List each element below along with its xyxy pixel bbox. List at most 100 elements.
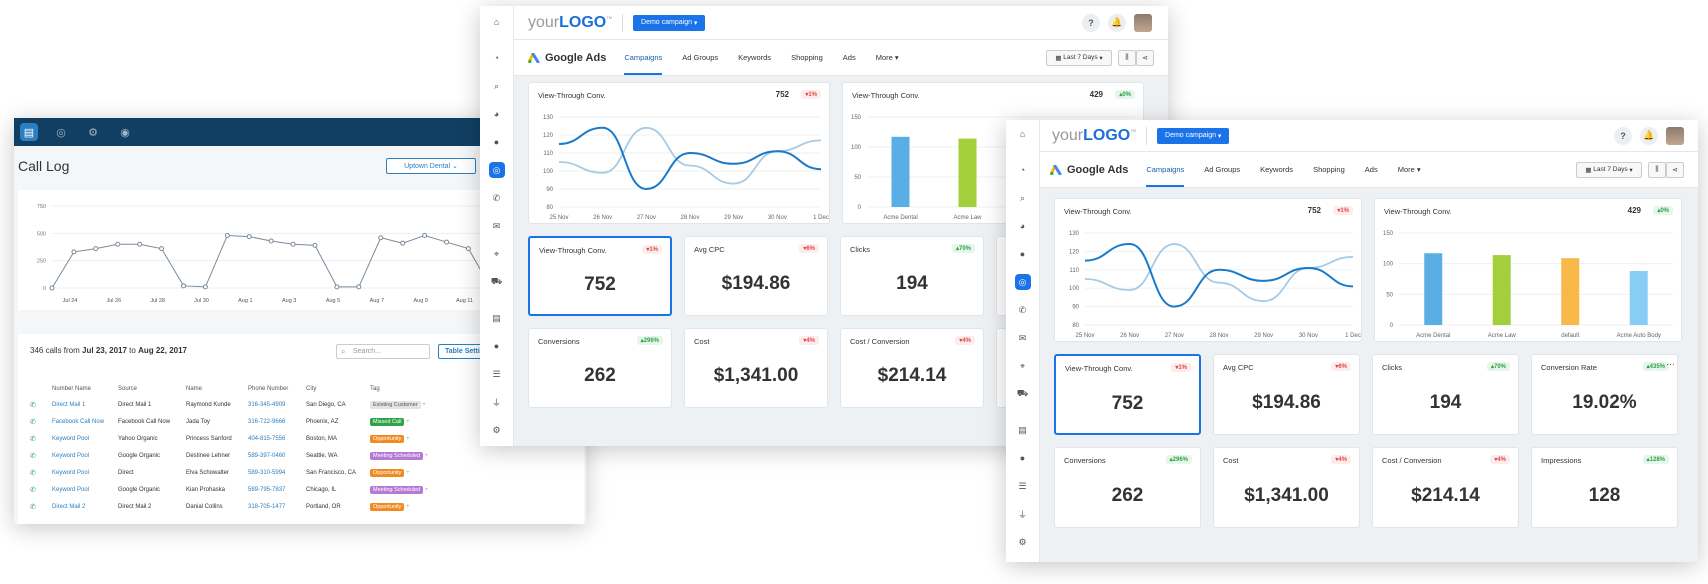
chat-icon[interactable]: ● [493,137,500,147]
pie-chart-icon[interactable]: ◕ [493,109,500,119]
google-ads-nav-icon[interactable]: ◎ [1014,274,1031,290]
pie-chart-icon[interactable]: ◕ [1019,221,1026,231]
cell-number-name[interactable]: Keyword Pool [52,452,90,459]
column-header[interactable]: Tag [370,386,380,392]
data-point[interactable] [334,284,340,290]
tag-badge[interactable]: Opportunity [370,468,405,477]
columns-icon[interactable]: ⫼ [1648,161,1666,178]
mail-icon[interactable]: ✉ [492,220,501,231]
data-point[interactable] [290,241,296,247]
cell-phone[interactable]: 589-795-7837 [248,486,286,493]
more-options-icon[interactable]: ⋯ [1666,359,1675,369]
cell-phone[interactable]: 316-345-4909 [248,401,286,408]
home-icon[interactable]: ⌂ [1019,129,1026,139]
home-icon[interactable]: ⌂ [493,17,500,27]
data-point[interactable] [312,242,318,248]
kpi-card[interactable]: Conversions ▴296% 262 [1054,447,1201,528]
column-header[interactable]: City [306,386,317,392]
data-point[interactable] [202,284,208,290]
kpi-card[interactable]: Conversion Rate ▴435%⋯ 19.02% [1531,354,1678,435]
bar[interactable] [958,138,977,207]
avatar[interactable] [1666,126,1684,145]
cell-number-name[interactable]: Keyword Pool [52,435,90,442]
table-row[interactable]: ✆ Keyword Pool Google Organic Destinee Lehn… [30,447,460,464]
kpi-card[interactable]: Impressions ▴128% 128 [1531,447,1678,528]
help-icon[interactable]: ? [1082,13,1100,32]
tab-keywords[interactable]: Keywords [738,53,771,62]
column-header[interactable]: Number Name [52,386,92,392]
add-tag-icon[interactable]: + [423,486,429,493]
campaign-button[interactable]: Demo campaign ▾ [633,14,706,31]
cell-number-name[interactable]: Direct Mail 1 [52,401,86,408]
user-icon[interactable]: ● [493,341,500,351]
data-point[interactable] [246,234,252,240]
cart-icon[interactable]: ⛟ [490,276,503,286]
data-point[interactable] [378,235,384,241]
data-point[interactable] [49,285,55,291]
add-tag-icon[interactable]: + [423,452,429,459]
tab-shopping[interactable]: Shopping [1313,165,1345,174]
kpi-card[interactable]: Cost ▾4% $1,341.00 [1213,447,1360,528]
table-row[interactable]: ✆ Direct Mail 1 Direct Mail 1 Raymond Kunde… [30,396,460,413]
kpi-card[interactable]: View-Through Conv. ▾1% 752 [528,236,672,316]
tab-ad-groups[interactable]: Ad Groups [1204,165,1240,174]
column-header[interactable]: Source [118,386,138,392]
cell-phone[interactable]: 404-815-7556 [248,435,286,442]
cell-number-name[interactable]: Direct Mail 2 [52,503,86,510]
cell-phone[interactable]: 318-705-1477 [248,503,286,510]
location-icon[interactable]: ⌖ [1019,360,1026,371]
data-point[interactable] [159,246,165,252]
search-icon[interactable]: ⌕ [493,80,500,91]
kpi-card[interactable]: View-Through Conv. ▾1% 752 [1054,354,1201,435]
plug-icon[interactable]: ⏚ [491,397,501,408]
account-select[interactable]: Uptown Dental ⌄ [386,158,476,174]
column-header[interactable]: Phone Number [248,386,289,392]
bell-icon[interactable]: 🔔 [1108,13,1126,32]
add-tag-icon[interactable]: + [404,418,410,425]
campaign-button[interactable]: Demo campaign ▾ [1157,127,1230,144]
data-point[interactable] [71,249,77,255]
cell-number-name[interactable]: Keyword Pool [52,486,90,493]
cell-phone[interactable]: 589-397-0460 [248,452,286,459]
tag-badge[interactable]: Missed Call [370,417,405,426]
dashboard-icon[interactable]: ◔ [1019,165,1026,175]
list-icon[interactable]: ☰ [1018,480,1027,491]
kpi-card[interactable]: Avg CPC ▾6% $194.86 [684,236,828,316]
bar[interactable] [1492,255,1511,325]
kpi-card[interactable]: Avg CPC ▾6% $194.86 [1213,354,1360,435]
tab-ads[interactable]: Ads [1365,165,1378,174]
cell-phone[interactable]: 589-310-5994 [248,469,286,476]
list-icon[interactable]: ☰ [492,368,501,379]
table-row[interactable]: ✆ Facebook Call Now Facebook Call Now Jada … [30,413,460,430]
settings-icon[interactable]: ⚙ [88,126,98,139]
data-point[interactable] [400,240,406,246]
share-icon[interactable]: ⋖ [1666,161,1684,178]
add-tag-icon[interactable]: + [404,503,410,510]
data-point[interactable] [137,241,143,247]
data-point[interactable] [224,233,230,239]
data-point[interactable] [465,246,471,252]
tab-campaigns[interactable]: Campaigns [624,53,662,75]
kpi-card[interactable]: Clicks ▴70% 194 [1372,354,1519,435]
mail-icon[interactable]: ✉ [1018,332,1027,343]
gear-icon[interactable]: ⚙ [1018,536,1027,547]
tab-ad-groups[interactable]: Ad Groups [682,53,718,62]
plug-icon[interactable]: ⏚ [1017,509,1027,520]
globe-icon[interactable]: ◎ [56,126,66,139]
column-header[interactable]: Name [186,386,203,392]
bar[interactable] [1561,258,1580,325]
tab-shopping[interactable]: Shopping [791,53,823,62]
tab-more[interactable]: More ▾ [1398,165,1421,174]
kpi-card[interactable]: Cost ▾4% $1,341.00 [684,328,828,408]
data-point[interactable] [93,246,99,252]
data-point[interactable] [356,284,362,290]
chat-icon[interactable]: ● [1019,249,1026,259]
document-icon[interactable]: ▤ [1018,424,1027,435]
columns-icon[interactable]: ⫼ [1118,49,1136,66]
google-ads-nav-icon[interactable]: ◎ [488,162,505,178]
cart-icon[interactable]: ⛟ [1016,388,1029,398]
tag-badge[interactable]: Meeting Scheduled [370,451,424,460]
phone-icon[interactable]: ✆ [1018,304,1027,315]
tab-campaigns[interactable]: Campaigns [1146,165,1184,187]
data-point[interactable] [181,283,186,289]
